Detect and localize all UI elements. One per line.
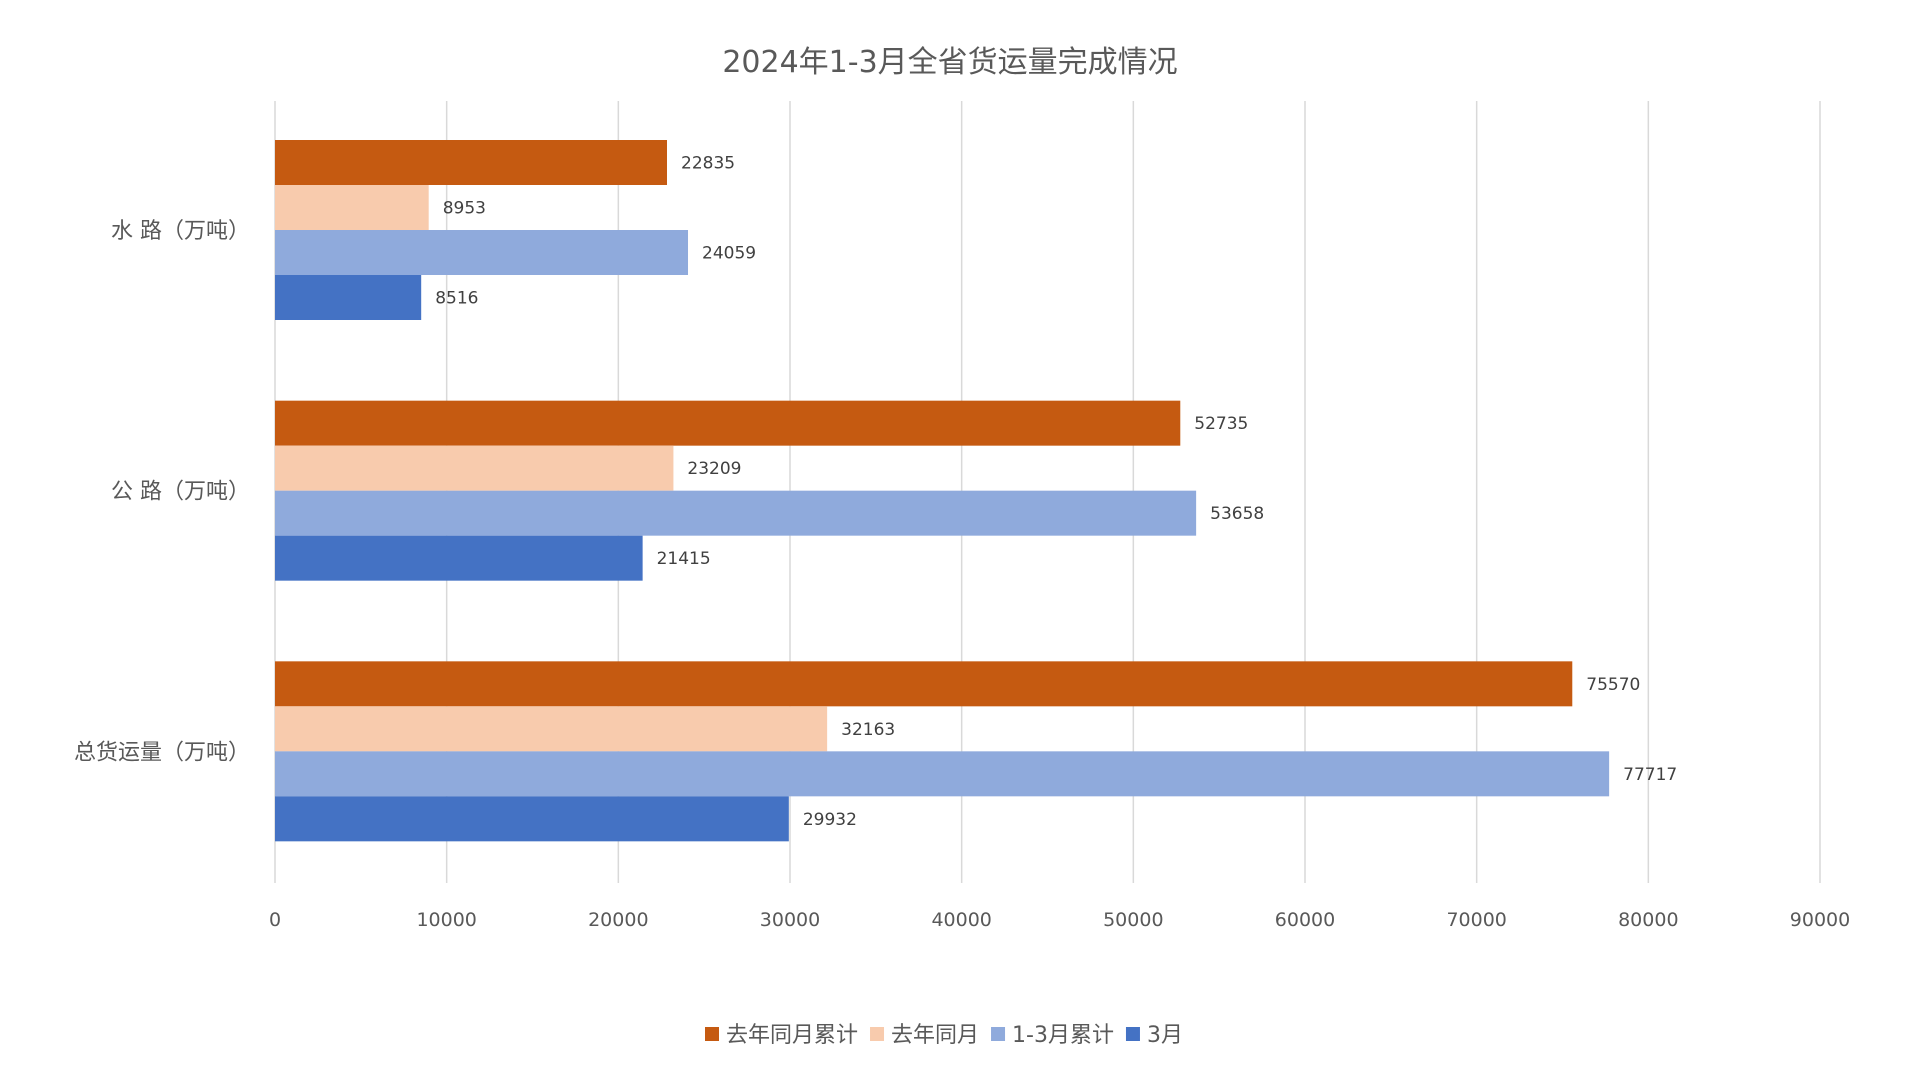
- data-label: 52735: [1194, 414, 1248, 434]
- bar: [275, 400, 1181, 446]
- data-label: 8953: [443, 199, 486, 219]
- legend-swatch: [705, 1027, 719, 1041]
- bar: [275, 275, 422, 320]
- bar: [275, 706, 828, 752]
- bar: [275, 140, 668, 185]
- data-label: 8516: [435, 289, 478, 309]
- x-tick-label: 30000: [760, 909, 820, 931]
- data-label: 23209: [687, 459, 741, 479]
- legend-swatch: [870, 1027, 885, 1041]
- bar: [275, 661, 1573, 707]
- data-label: 29932: [803, 810, 857, 830]
- bar: [275, 751, 1610, 797]
- bar: [275, 230, 689, 275]
- legend-label: 1-3月累计: [1012, 1023, 1114, 1048]
- legend-label: 去年同月累计: [726, 1023, 858, 1048]
- data-label: 75570: [1586, 675, 1640, 695]
- chart-title: 2024年1-3月全省货运量完成情况: [722, 45, 1177, 80]
- x-tick-label: 70000: [1446, 909, 1506, 931]
- legend-swatch: [1125, 1027, 1140, 1041]
- data-label: 24059: [702, 244, 756, 264]
- category-label: 总货运量（万吨）: [74, 740, 250, 765]
- data-label: 22835: [681, 154, 735, 174]
- legend-label: 去年同月: [891, 1023, 979, 1048]
- x-tick-label: 60000: [1275, 909, 1335, 931]
- data-label: 32163: [841, 720, 895, 740]
- x-tick-label: 40000: [931, 909, 991, 931]
- legend-label: 3月: [1147, 1023, 1183, 1048]
- x-tick-label: 80000: [1618, 909, 1678, 931]
- bar: [275, 445, 674, 491]
- x-tick-label: 0: [269, 909, 281, 931]
- category-label: 水 路（万吨）: [111, 219, 250, 244]
- x-tick-label: 50000: [1103, 909, 1163, 931]
- bar: [275, 185, 429, 230]
- bar: [275, 796, 789, 842]
- data-label: 53658: [1210, 504, 1264, 524]
- data-label: 77717: [1623, 765, 1677, 785]
- x-tick-label: 10000: [416, 909, 476, 931]
- category-label: 公 路（万吨）: [111, 480, 250, 505]
- bar: [275, 535, 643, 581]
- legend-swatch: [991, 1027, 1006, 1041]
- bar: [275, 490, 1197, 536]
- x-tick-label: 90000: [1790, 909, 1850, 931]
- x-tick-label: 20000: [588, 909, 648, 931]
- data-label: 21415: [657, 549, 711, 569]
